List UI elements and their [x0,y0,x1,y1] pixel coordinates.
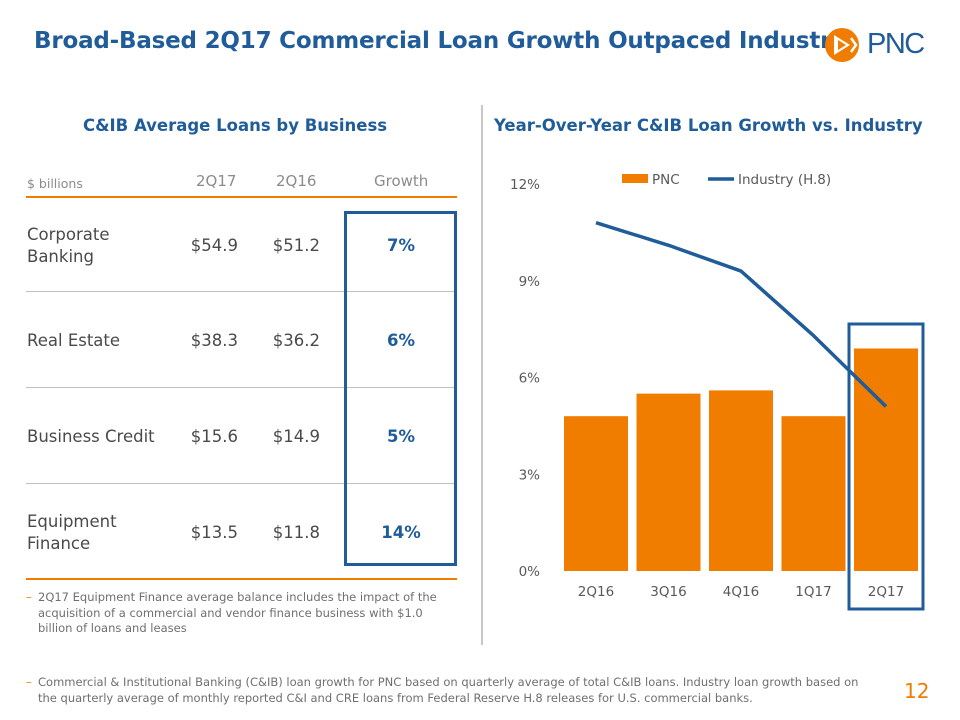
page-number: 12 [904,679,930,703]
growth-highlight-box [344,211,457,566]
footnote-dash: – [26,675,32,689]
table-header-growth: Growth [374,172,429,190]
table-cell-business: Corporate Banking [27,225,110,266]
table-header-2q17: 2Q17 [196,172,237,190]
equipment-finance-footnote: – 2Q17 Equipment Finance average balance… [26,590,437,635]
right-panel-title: Year-Over-Year C&IB Loan Growth vs. Indu… [494,116,923,135]
page-title: Broad-Based 2Q17 Commercial Loan Growth … [34,28,847,54]
left-panel-title: C&IB Average Loans by Business [83,116,388,135]
legend-industry-label: Industry (H.8) [738,172,831,188]
footnote-dash: – [26,590,32,604]
y-tick-label: 9% [519,274,541,290]
x-tick-label: 3Q16 [650,584,686,600]
table-cell-2q17: $38.3 [190,331,238,350]
row-rule [26,483,457,484]
table-cell-business: Equipment Finance [27,512,117,553]
table-cell-growth: 7% [386,236,415,255]
bar-2q16 [564,416,628,571]
row-rule [26,387,457,388]
y-tick-label: 0% [519,564,541,580]
row-rule [26,291,457,292]
table-header-2q16: 2Q16 [276,172,317,190]
pnc-pinwheel-icon [825,28,859,62]
table-cell-2q17: $13.5 [190,523,238,542]
bottom-footnote: – Commercial & Institutional Banking (C&… [26,675,859,705]
table-cell-business: Business Credit [27,427,155,446]
table-bottom-rule [26,578,457,580]
table-cell-growth: 6% [386,331,415,350]
x-tick-label: 4Q16 [723,584,759,600]
logo-text: PNC [867,28,925,60]
table-cell-2q16: $51.2 [272,236,320,255]
table-cell-growth: 14% [381,523,421,542]
x-tick-label: 2Q17 [868,584,904,600]
table-cell-2q16: $36.2 [272,331,320,350]
table-header-unit: $ billions [27,176,83,191]
x-tick-label: 1Q17 [795,584,831,600]
table-cell-2q17: $54.9 [190,236,238,255]
table-cell-growth: 5% [386,427,415,446]
table-cell-2q17: $15.6 [190,427,238,446]
x-tick-label: 2Q16 [578,584,614,600]
industry-line [595,221,888,408]
bar-3q16 [636,393,701,571]
table-cell-2q16: $14.9 [272,427,320,446]
bar-1q17 [781,416,846,571]
legend-pnc-label: PNC [652,172,680,188]
y-tick-label: 12% [510,177,540,193]
y-tick-label: 3% [519,467,541,483]
bar-4q16 [709,390,773,571]
table-cell-business: Real Estate [27,331,121,350]
legend-pnc-swatch [622,174,648,183]
loan-growth-chart: 0% 3% 6% 9% 12% 2Q16 3Q16 4Q16 1Q17 2Q17 PNC Indust… [510,172,925,611]
pnc-logo: PNC [823,26,933,66]
header-rule [26,196,457,198]
y-tick-label: 6% [519,371,541,387]
table-cell-2q16: $11.8 [272,523,320,542]
highlight-box-2q17 [847,322,925,611]
panel-divider [481,105,483,645]
bar-2q17 [854,348,918,571]
